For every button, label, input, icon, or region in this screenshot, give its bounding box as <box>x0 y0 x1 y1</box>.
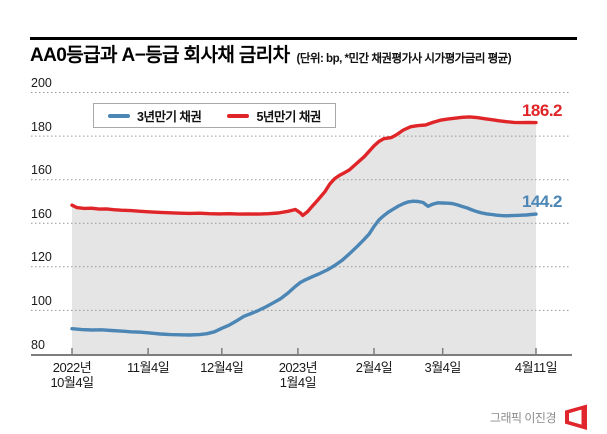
x-tick-label: 11월4일 <box>127 359 170 375</box>
asiae-logo-icon <box>565 404 587 430</box>
y-tick-label-140: 160 <box>31 206 52 221</box>
x-tick-label: 4월11일 <box>514 359 558 375</box>
credit: 그래픽 이진경 <box>490 404 588 431</box>
chart-title: AA0등급과 A−등급 회사채 금리차 <box>30 45 290 66</box>
x-tick-label: 2월4일 <box>355 359 393 375</box>
series-line-bond-3yr <box>70 199 538 337</box>
y-tick-label-100: 100 <box>31 293 52 308</box>
chart-legend: 3년만기 채권 5년만기 채권 <box>93 103 336 128</box>
title-separator <box>30 37 577 40</box>
x-tick-label: 2023년 1월4일 <box>278 359 318 391</box>
end-value-bond-5yr: 186.2 <box>521 100 563 120</box>
y-tick-label-200: 200 <box>31 76 52 90</box>
chart-header: AA0등급과 A−등급 회사채 금리차 (단위: bp, *민간 채권평가사 시… <box>30 45 512 68</box>
y-tick-label-180: 180 <box>31 119 52 134</box>
x-tick-label: 2022년 10월4일 <box>50 359 94 391</box>
end-value-bond-3yr: 144.2 <box>521 192 563 212</box>
area-under-bond-5yr <box>72 116 536 355</box>
legend-label-3yr: 3년만기 채권 <box>137 110 202 124</box>
chart-subtitle: (단위: bp, *민간 채권평가사 시가평가금리 평균) <box>296 52 512 65</box>
legend-item-3yr-bond: 3년만기 채권 <box>108 106 202 125</box>
x-tick-label: 12월4일 <box>200 359 244 375</box>
legend-item-5yr-bond: 5년만기 채권 <box>227 106 321 125</box>
legend-label-5yr: 5년만기 채권 <box>256 110 321 124</box>
credit-text: 그래픽 이진경 <box>489 411 557 425</box>
legend-line-swatch-red <box>227 113 250 118</box>
series-line-bond-5yr <box>70 115 538 218</box>
legend-line-swatch-blue <box>108 113 130 118</box>
x-tick-label: 3월4일 <box>424 359 461 375</box>
y-tick-label-120: 120 <box>31 250 52 265</box>
y-tick-label-160: 160 <box>31 163 52 178</box>
y-tick-label-80: 80 <box>31 337 45 352</box>
